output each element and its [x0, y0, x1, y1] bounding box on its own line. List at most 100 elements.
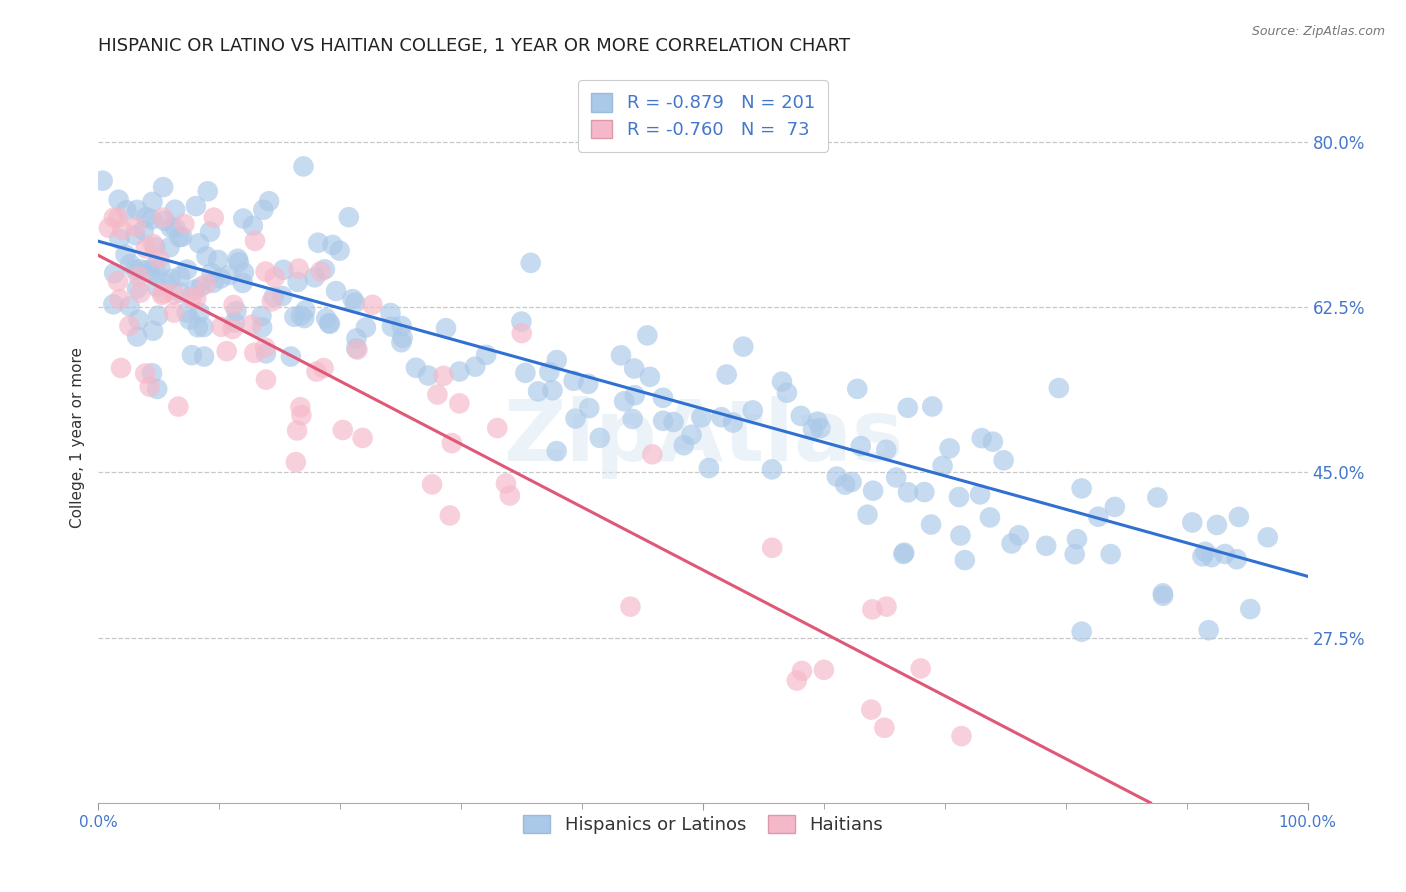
Point	[172, 229, 194, 244]
Point	[662, 415, 685, 429]
Point	[142, 324, 165, 338]
Point	[322, 238, 344, 252]
Point	[1181, 516, 1204, 530]
Point	[381, 319, 404, 334]
Point	[202, 211, 225, 225]
Point	[118, 299, 141, 313]
Point	[254, 346, 277, 360]
Point	[287, 275, 309, 289]
Point	[107, 193, 129, 207]
Point	[527, 384, 550, 399]
Point	[897, 485, 920, 500]
Point	[141, 212, 163, 227]
Point	[254, 373, 277, 387]
Point	[613, 394, 636, 409]
Point	[107, 211, 129, 225]
Point	[152, 180, 174, 194]
Point	[176, 262, 198, 277]
Point	[638, 370, 661, 384]
Point	[486, 421, 509, 435]
Point	[97, 220, 120, 235]
Point	[179, 312, 201, 326]
Point	[346, 331, 368, 345]
Point	[876, 599, 898, 614]
Point	[294, 303, 316, 318]
Point	[91, 174, 114, 188]
Point	[1070, 482, 1092, 496]
Point	[188, 306, 211, 320]
Point	[993, 453, 1015, 467]
Point	[1070, 624, 1092, 639]
Point	[716, 368, 738, 382]
Point	[329, 244, 352, 258]
Point	[152, 286, 174, 301]
Point	[190, 279, 212, 293]
Point	[786, 673, 808, 688]
Point	[243, 234, 266, 248]
Point	[1152, 586, 1174, 600]
Point	[129, 285, 152, 300]
Point	[1226, 552, 1249, 566]
Point	[981, 434, 1004, 449]
Point	[146, 382, 169, 396]
Y-axis label: College, 1 year or more: College, 1 year or more	[69, 347, 84, 527]
Point	[938, 442, 960, 456]
Point	[860, 602, 883, 616]
Point	[315, 311, 337, 326]
Point	[287, 261, 309, 276]
Point	[226, 252, 249, 266]
Point	[163, 202, 186, 217]
Point	[143, 259, 166, 273]
Point	[770, 375, 793, 389]
Point	[1035, 539, 1057, 553]
Point	[910, 661, 932, 675]
Point	[143, 240, 166, 254]
Point	[790, 409, 813, 423]
Point	[103, 211, 125, 225]
Point	[884, 470, 907, 484]
Point	[195, 249, 218, 263]
Point	[576, 376, 599, 391]
Point	[426, 387, 449, 401]
Point	[475, 348, 498, 362]
Point	[389, 335, 412, 350]
Point	[621, 412, 644, 426]
Point	[152, 211, 174, 225]
Point	[128, 269, 150, 284]
Point	[127, 282, 149, 296]
Point	[1194, 545, 1216, 559]
Text: HISPANIC OR LATINO VS HAITIAN COLLEGE, 1 YEAR OR MORE CORRELATION CHART: HISPANIC OR LATINO VS HAITIAN COLLEGE, 1…	[98, 37, 851, 54]
Point	[108, 292, 131, 306]
Point	[546, 353, 568, 368]
Point	[342, 292, 364, 306]
Legend: Hispanics or Latinos, Haitians: Hispanics or Latinos, Haitians	[512, 804, 894, 845]
Point	[290, 409, 312, 423]
Point	[510, 326, 533, 340]
Text: ZipAtlas: ZipAtlas	[503, 395, 903, 479]
Point	[135, 210, 157, 224]
Point	[891, 547, 914, 561]
Point	[193, 320, 215, 334]
Point	[114, 247, 136, 261]
Point	[834, 477, 856, 491]
Point	[224, 315, 246, 329]
Point	[1257, 530, 1279, 544]
Point	[110, 361, 132, 376]
Point	[218, 268, 240, 282]
Point	[562, 374, 585, 388]
Point	[132, 223, 155, 237]
Point	[307, 235, 329, 250]
Point	[197, 184, 219, 198]
Point	[893, 546, 915, 560]
Point	[1213, 547, 1236, 561]
Point	[120, 257, 142, 271]
Point	[690, 410, 713, 425]
Point	[155, 276, 177, 290]
Point	[169, 230, 191, 244]
Point	[589, 431, 612, 445]
Point	[141, 194, 163, 209]
Point	[931, 458, 953, 473]
Point	[202, 276, 225, 290]
Point	[325, 284, 347, 298]
Point	[180, 348, 202, 362]
